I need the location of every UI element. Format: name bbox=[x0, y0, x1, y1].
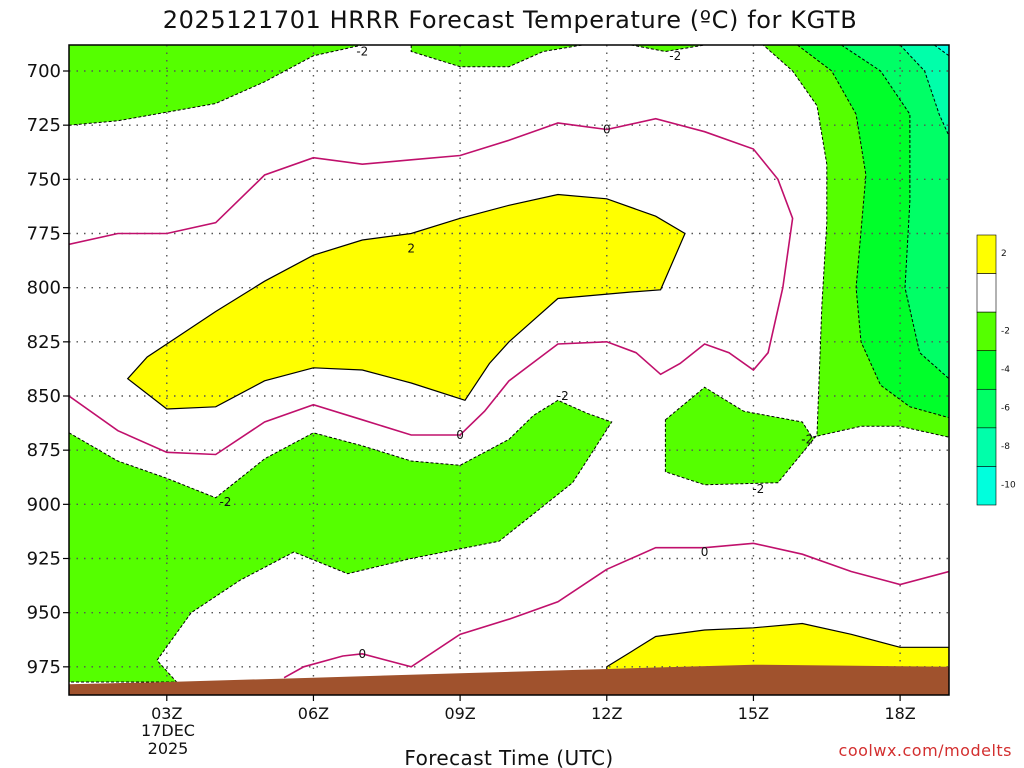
y-tick-label: 950 bbox=[27, 603, 61, 624]
isotherm-zero bbox=[283, 568, 608, 679]
isotherm-cold bbox=[797, 45, 949, 419]
colorbar-label: 2 bbox=[1001, 249, 1007, 259]
colorbar-swatch bbox=[976, 427, 997, 467]
fill-region-minus-2 bbox=[69, 400, 612, 682]
date-label-day: 17DEC bbox=[141, 721, 195, 740]
colorbar-swatch bbox=[976, 388, 997, 429]
y-tick-label: 975 bbox=[27, 657, 61, 678]
y-tick-label: 825 bbox=[27, 332, 61, 353]
isotherm-minus-2 bbox=[664, 45, 949, 486]
ground-surface bbox=[69, 664, 949, 695]
contour-label: -2 bbox=[669, 49, 681, 63]
x-axis-ticks: 03Z 06Z 09Z 12Z 15Z 18Z bbox=[151, 695, 916, 723]
colorbar-swatch bbox=[976, 311, 997, 352]
credit-text: coolwx.com/modelts bbox=[839, 741, 1012, 760]
fill-region-m10 bbox=[934, 45, 949, 56]
plot-area: -2 -2 0 2 -2 0 -2 -2 -2 0 0 bbox=[69, 45, 949, 695]
y-tick-label: 925 bbox=[27, 549, 61, 570]
fill-region-minus-2 bbox=[631, 45, 705, 52]
colorbar-label: -10 bbox=[1001, 481, 1016, 491]
contour-label: 0 bbox=[456, 428, 464, 442]
x-axis-label: Forecast Time (UTC) bbox=[404, 746, 613, 768]
colorbar-label: -6 bbox=[1001, 404, 1010, 414]
contour-label: 0 bbox=[603, 123, 611, 137]
x-tick-label: 18Z bbox=[884, 704, 915, 723]
isotherm-minus-2 bbox=[410, 45, 583, 68]
plot-frame bbox=[68, 44, 950, 696]
y-tick-label: 700 bbox=[27, 61, 61, 82]
colorbar-label: -2 bbox=[1001, 326, 1010, 336]
isotherm-zero bbox=[69, 117, 794, 456]
y-tick-label: 850 bbox=[27, 386, 61, 407]
isotherm-cold bbox=[841, 45, 949, 380]
y-axis-ticks: 700 725 750 775 800 825 850 875 900 925 950 975 bbox=[27, 61, 69, 678]
fill-region-minus-2 bbox=[411, 45, 583, 67]
x-tick-label: 03Z bbox=[151, 704, 182, 723]
isotherm-zero bbox=[606, 542, 949, 586]
y-tick-label: 875 bbox=[27, 440, 61, 461]
contour-label: 0 bbox=[359, 647, 367, 661]
colorbar-swatch bbox=[976, 273, 997, 313]
x-tick-label: 09Z bbox=[444, 704, 475, 723]
contour-label: -2 bbox=[557, 389, 569, 403]
colorbar-label: -8 bbox=[1001, 442, 1010, 452]
contour-label: 0 bbox=[701, 545, 709, 559]
x-tick-label: 06Z bbox=[298, 704, 329, 723]
contour-label: -2 bbox=[752, 482, 764, 496]
ground-terrain bbox=[69, 664, 949, 695]
y-tick-label: 725 bbox=[27, 115, 61, 136]
isotherm-minus-2 bbox=[69, 399, 613, 683]
contour-label: -2 bbox=[801, 432, 813, 446]
y-tick-label: 775 bbox=[27, 224, 61, 245]
contour-label: -2 bbox=[356, 45, 368, 59]
x-tick-label: 15Z bbox=[738, 704, 769, 723]
fill-region-m6 bbox=[841, 45, 949, 379]
colorbar-swatch bbox=[976, 350, 997, 390]
chart-title: 2025121701 HRRR Forecast Temperature (ºC… bbox=[163, 6, 858, 34]
isotherm-minus-2 bbox=[631, 45, 705, 53]
contour-label: -2 bbox=[219, 495, 231, 509]
fill-region-minus-2 bbox=[69, 45, 363, 126]
contour-label: 2 bbox=[407, 242, 415, 256]
y-tick-label: 900 bbox=[27, 494, 61, 515]
colorbar-label: -4 bbox=[1001, 365, 1010, 375]
y-tick-label: 800 bbox=[27, 278, 61, 299]
isotherm-minus-2 bbox=[69, 45, 363, 126]
colorbar-legend: 2 -2 -4 -6 -8 -10 bbox=[976, 234, 1016, 506]
isotherm-lines bbox=[69, 45, 949, 695]
contour-labels: -2 -2 0 2 -2 0 -2 -2 -2 0 0 bbox=[219, 45, 813, 661]
date-label-year: 2025 bbox=[148, 739, 189, 758]
fill-region-m8 bbox=[900, 45, 949, 136]
isotherm-cold bbox=[934, 45, 949, 57]
colorbar-swatch bbox=[976, 466, 997, 506]
fill-region-plus-2 bbox=[127, 194, 685, 409]
x-tick-label: 12Z bbox=[591, 704, 622, 723]
isotherm-plus-2 bbox=[606, 622, 949, 695]
y-tick-label: 750 bbox=[27, 169, 61, 190]
isotherm-cold bbox=[899, 45, 949, 137]
colorbar-swatch bbox=[976, 234, 997, 274]
isotherm-plus-2 bbox=[126, 193, 686, 410]
